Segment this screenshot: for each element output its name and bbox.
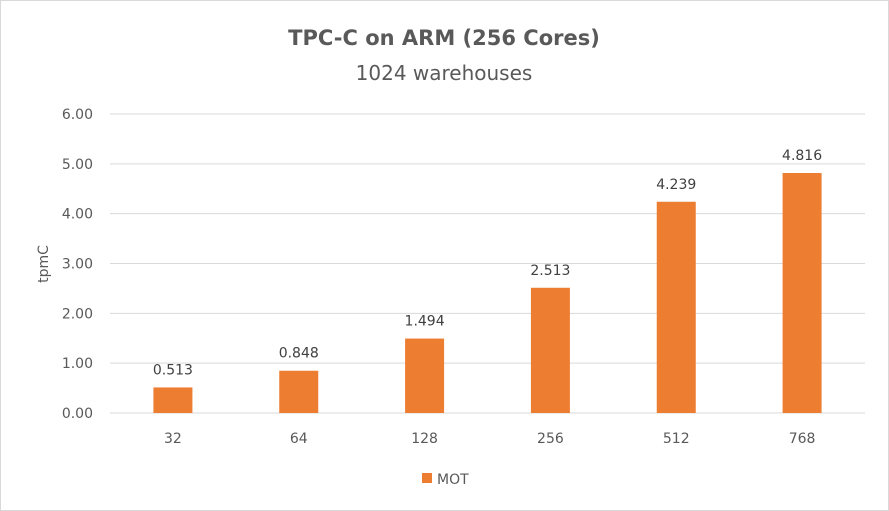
chart-subtitle: 1024 warehouses bbox=[356, 61, 533, 85]
y-axis-ticks: 0.00 1.00 2.00 3.00 4.00 5.00 6.00 bbox=[62, 107, 93, 422]
bars bbox=[153, 173, 822, 413]
data-label-32: 0.513 bbox=[153, 362, 193, 378]
y-tick-label: 2.00 bbox=[62, 306, 93, 322]
chart-title: TPC-C on ARM (256 Cores) bbox=[288, 26, 600, 50]
bar-256 bbox=[530, 287, 570, 413]
y-tick-label: 3.00 bbox=[62, 257, 93, 273]
bar-512 bbox=[656, 201, 696, 413]
bar-768 bbox=[782, 173, 822, 413]
legend: MOT bbox=[422, 472, 469, 488]
y-tick-label: 4.00 bbox=[62, 207, 93, 223]
x-tick-label-768: 768 bbox=[789, 431, 816, 447]
x-tick-label-256: 256 bbox=[537, 431, 564, 447]
y-tick-label: 6.00 bbox=[62, 107, 93, 123]
x-axis-ticks: 32 64 128 256 512 768 bbox=[164, 431, 815, 447]
x-tick-label-512: 512 bbox=[663, 431, 690, 447]
legend-swatch-mot bbox=[422, 473, 432, 483]
x-tick-label-64: 64 bbox=[290, 431, 308, 447]
data-label-128: 1.494 bbox=[405, 314, 445, 330]
bar-64 bbox=[279, 370, 319, 413]
y-tick-label: 0.00 bbox=[62, 406, 93, 422]
legend-label-mot: MOT bbox=[437, 472, 469, 488]
x-tick-label-128: 128 bbox=[411, 431, 438, 447]
data-label-512: 4.239 bbox=[656, 177, 696, 193]
y-tick-label: 1.00 bbox=[62, 356, 93, 372]
y-tick-label: 5.00 bbox=[62, 157, 93, 173]
gridlines bbox=[110, 113, 865, 414]
data-label-64: 0.848 bbox=[279, 346, 319, 362]
data-label-768: 4.816 bbox=[782, 148, 822, 164]
bar-128 bbox=[405, 338, 445, 413]
bar-32 bbox=[153, 387, 193, 413]
data-labels: 0.513 0.848 1.494 2.513 4.239 4.816 bbox=[153, 148, 822, 378]
x-tick-label-32: 32 bbox=[164, 431, 182, 447]
data-label-256: 2.513 bbox=[530, 263, 570, 279]
y-axis-title: tpmC bbox=[36, 245, 52, 283]
